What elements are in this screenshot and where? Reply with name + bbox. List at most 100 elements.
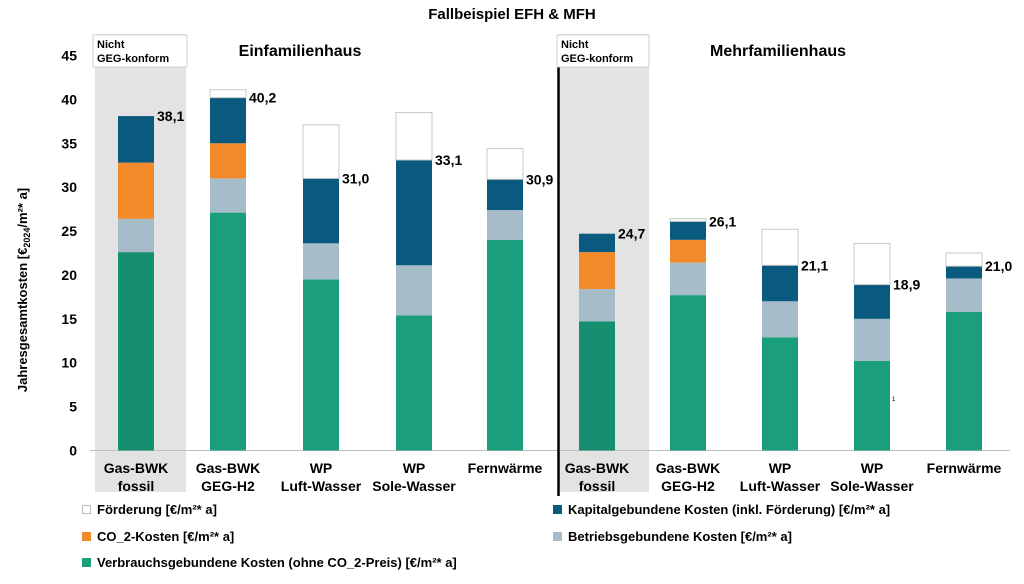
- group-title: Mehrfamilienhaus: [710, 43, 846, 60]
- bar-segment-betrieb: [762, 301, 798, 338]
- legend-label: Betriebsgebundene Kosten [€/m²* a]: [568, 529, 792, 544]
- y-axis-label-subscript: 2024: [22, 228, 32, 248]
- bar-segment-kapital: [303, 178, 339, 244]
- category-label-line-1: Gas-BWK: [104, 460, 169, 476]
- category-label: Fernwärme: [927, 460, 1002, 476]
- note-box: [556, 34, 650, 68]
- bar-segment-betrieb: [579, 288, 615, 322]
- category-label-line-2: Luft-Wasser: [281, 478, 362, 494]
- legend-item-verbrauch: Verbrauchsgebundene Kosten (ohne CO_2-Pr…: [82, 555, 457, 570]
- y-tick-label: 45: [61, 48, 77, 64]
- bar-segment-verbrauch: [762, 337, 798, 451]
- bar-segment-verbrauch: [670, 295, 706, 451]
- legend-item-foerderung: Förderung [€/m²* a]: [82, 502, 217, 517]
- legend-swatch: [553, 532, 562, 541]
- bar-segment-verbrauch: [118, 252, 154, 451]
- bar-segment-kapital: [670, 221, 706, 240]
- note-box: [92, 34, 188, 68]
- category-label-line-1: WP: [310, 460, 333, 476]
- bar-segment-verbrauch: [487, 239, 523, 451]
- bar-segment-co2: [579, 252, 615, 289]
- bar-segment-betrieb: [487, 209, 523, 240]
- bar-segment-kapital: [946, 266, 982, 279]
- group-title: Einfamilienhaus: [239, 43, 362, 60]
- legend-label: Verbrauchsgebundene Kosten (ohne CO_2-Pr…: [97, 555, 457, 570]
- category-label-line-1: Gas-BWK: [565, 460, 630, 476]
- bar-segment-foerderung: [761, 228, 799, 266]
- bar-segment-foerderung: [853, 242, 891, 286]
- legend-label: CO_2-Kosten [€/m²* a]: [97, 529, 235, 544]
- bar-segment-verbrauch: [579, 321, 615, 451]
- category-label-line-2: Sole-Wasser: [830, 478, 914, 494]
- category-label-line-2: GEG-H2: [661, 478, 715, 494]
- bar-segment-verbrauch: [396, 315, 432, 451]
- chart-title: Fallbeispiel EFH & MFH: [428, 6, 596, 23]
- total-label: 21,1: [801, 257, 828, 273]
- y-axis-label-part: /m²* a]: [15, 188, 30, 228]
- total-label: 21,0: [985, 258, 1012, 274]
- category-label: Fernwärme: [468, 460, 543, 476]
- y-tick-label: 35: [61, 135, 77, 151]
- category-label-line-2: Sole-Wasser: [372, 478, 456, 494]
- bar-segment-verbrauch: [946, 311, 982, 451]
- category-label-line-1: WP: [769, 460, 792, 476]
- legend-item-kapital: Kapitalgebundene Kosten (inkl. Förderung…: [553, 502, 890, 517]
- total-label: 26,1: [709, 213, 736, 229]
- bar-segment-foerderung: [209, 89, 247, 99]
- bar-segment-betrieb: [854, 318, 890, 361]
- bar-segment-kapital: [396, 159, 432, 266]
- category-label-line-2: fossil: [118, 478, 155, 494]
- total-label: 33,1: [435, 152, 462, 168]
- bar-segment-kapital: [210, 97, 246, 144]
- bar-segment-co2: [210, 143, 246, 179]
- bar-segment-kapital: [487, 179, 523, 210]
- bar-segment-kapital: [118, 116, 154, 163]
- bar-segment-co2: [118, 162, 154, 219]
- bar-segment-betrieb: [210, 178, 246, 213]
- y-tick-label: 5: [69, 399, 77, 415]
- legend-item-co2: CO_2-Kosten [€/m²* a]: [82, 529, 234, 544]
- category-label-line-1: WP: [861, 460, 884, 476]
- note-line-1: Nicht: [561, 39, 589, 51]
- bar-segment-foerderung: [486, 148, 524, 180]
- category-label-line-1: Gas-BWK: [196, 460, 261, 476]
- legend-swatch: [82, 532, 91, 541]
- bar-segment-verbrauch: [303, 279, 339, 451]
- bar-segment-foerderung: [945, 252, 983, 267]
- bar-segment-betrieb: [396, 265, 432, 316]
- y-tick-label: 15: [61, 311, 77, 327]
- small-annotation: 1: [892, 397, 896, 403]
- total-label: 40,2: [249, 90, 276, 106]
- y-axis-label: Jahresgesamtkosten [€2024/m²* a]: [15, 188, 32, 392]
- bar-segment-verbrauch: [210, 212, 246, 451]
- total-label: 31,0: [342, 170, 369, 186]
- bar-segment-betrieb: [118, 218, 154, 253]
- total-label: 24,7: [618, 226, 645, 242]
- bar-segment-betrieb: [946, 278, 982, 312]
- bar-segment-betrieb: [670, 262, 706, 296]
- bar-segment-betrieb: [303, 243, 339, 280]
- total-label: 30,9: [526, 171, 553, 187]
- bar-segment-foerderung: [669, 218, 707, 222]
- bar-segment-foerderung: [395, 112, 433, 161]
- note-line-2: GEG-konform: [97, 53, 169, 65]
- y-tick-label: 0: [69, 443, 77, 459]
- category-label-line-1: Gas-BWK: [656, 460, 721, 476]
- y-tick-label: 10: [61, 355, 77, 371]
- bar-segment-verbrauch: [854, 360, 890, 451]
- bar-segment-kapital: [762, 265, 798, 302]
- y-axis-label-part: Jahresgesamtkosten [€: [15, 248, 30, 393]
- bar-segment-co2: [670, 239, 706, 263]
- y-tick-label: 20: [61, 267, 77, 283]
- y-tick-label: 30: [61, 179, 77, 195]
- bar-segment-kapital: [579, 233, 615, 253]
- legend-swatch: [82, 558, 91, 567]
- note-line-1: Nicht: [97, 39, 125, 51]
- legend-item-betrieb: Betriebsgebundene Kosten [€/m²* a]: [553, 529, 792, 544]
- category-label-line-2: GEG-H2: [201, 478, 255, 494]
- total-label: 18,9: [893, 277, 920, 293]
- legend-swatch: [553, 505, 562, 514]
- bar-segment-foerderung: [302, 124, 340, 179]
- legend-label: Förderung [€/m²* a]: [97, 502, 217, 517]
